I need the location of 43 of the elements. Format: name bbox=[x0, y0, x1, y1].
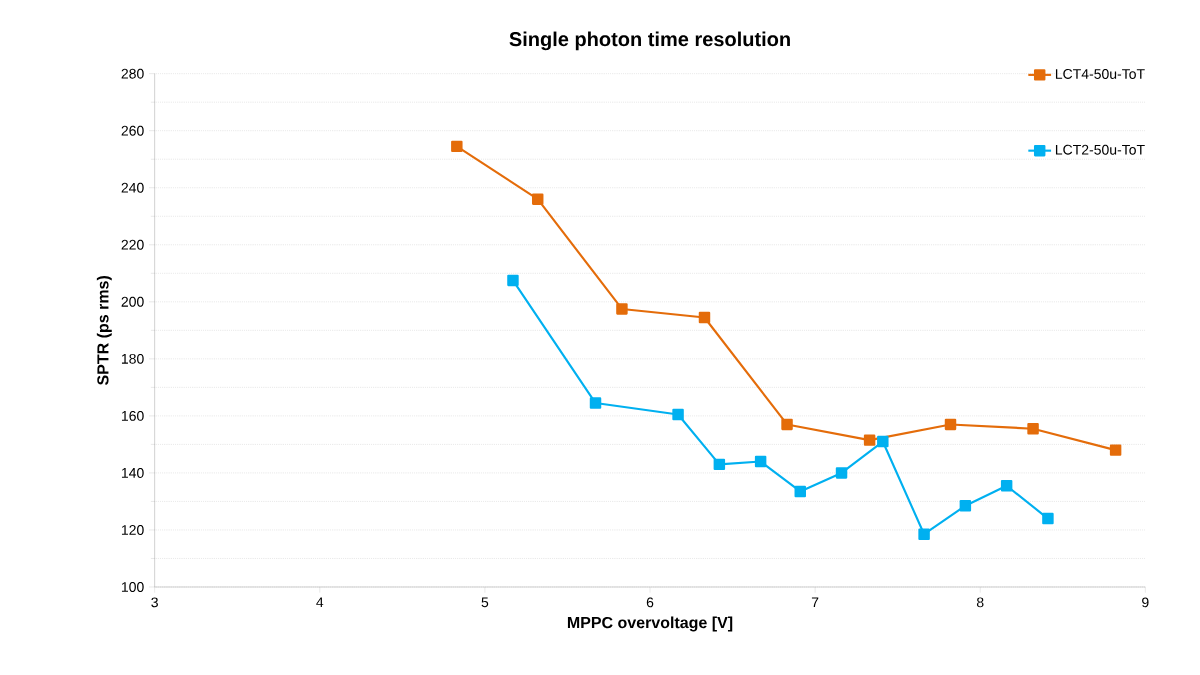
point bbox=[672, 408, 684, 421]
x-tick-label: 6 bbox=[646, 597, 654, 608]
x-tick-label: 8 bbox=[976, 597, 984, 608]
x-tick-label: 5 bbox=[481, 597, 489, 608]
point bbox=[1027, 422, 1039, 435]
point bbox=[835, 467, 848, 479]
point bbox=[863, 434, 876, 446]
y-tick-label: 200 bbox=[121, 296, 144, 307]
y-tick-label: 160 bbox=[121, 410, 144, 421]
y-tick-label: 100 bbox=[121, 582, 144, 592]
point bbox=[754, 455, 767, 468]
point bbox=[781, 418, 793, 431]
y-tick-label: 120 bbox=[121, 525, 144, 535]
x-tick-label: 9 bbox=[1142, 597, 1149, 608]
point bbox=[616, 303, 628, 315]
point bbox=[944, 418, 957, 431]
point bbox=[451, 140, 463, 153]
point bbox=[959, 499, 972, 512]
x-tick-label: 7 bbox=[811, 597, 819, 608]
point bbox=[877, 435, 889, 448]
legend-label: LCT4-50u-ToT bbox=[1055, 69, 1145, 79]
point bbox=[794, 485, 806, 498]
y-tick-label: 240 bbox=[121, 182, 144, 193]
point bbox=[1042, 512, 1054, 525]
legend-label: LCT2-50u-ToT bbox=[1055, 144, 1145, 155]
x-tick-label: 4 bbox=[316, 597, 324, 608]
point bbox=[1109, 444, 1122, 456]
point bbox=[698, 311, 711, 324]
point bbox=[531, 193, 544, 205]
y-axis-title: SPTR (ps rms) bbox=[96, 276, 112, 385]
y-tick-label: 180 bbox=[121, 353, 144, 364]
point bbox=[713, 458, 726, 471]
point bbox=[1000, 480, 1013, 492]
y-tick-label: 260 bbox=[121, 125, 144, 136]
point bbox=[507, 274, 519, 287]
point bbox=[589, 397, 602, 409]
chart-title: Single photon time resolution bbox=[509, 31, 790, 51]
x-axis-title: MPPC overvoltage [V] bbox=[567, 616, 733, 632]
y-tick-label: 220 bbox=[121, 239, 144, 250]
y-tick-label: 280 bbox=[121, 68, 144, 79]
x-tick-label: 3 bbox=[151, 597, 158, 608]
y-tick-label: 140 bbox=[121, 467, 144, 478]
point bbox=[918, 528, 930, 540]
